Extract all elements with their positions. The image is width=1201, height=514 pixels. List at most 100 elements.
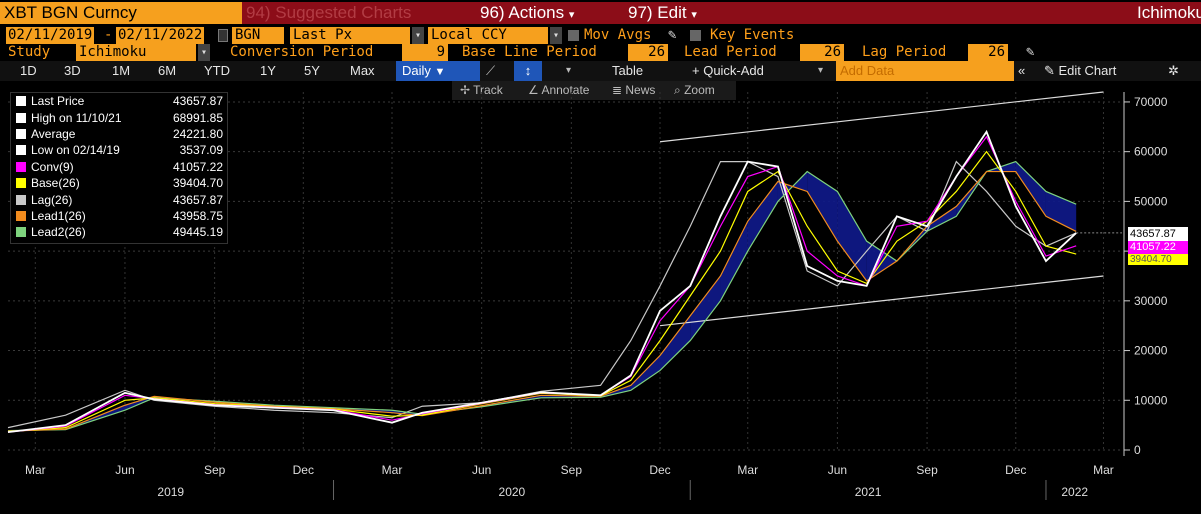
series-line-lead2-26 — [7, 160, 1077, 432]
channel-lower-line — [659, 275, 1104, 327]
study-dropdown[interactable]: Ichimoku — [76, 44, 196, 61]
chevron-down-icon[interactable]: ▾ — [198, 44, 210, 61]
ichimoku-cloud — [720, 221, 748, 301]
legend-item[interactable]: Low on 02/14/19 3537.09 — [11, 142, 227, 158]
range-max[interactable]: Max — [350, 63, 375, 78]
legend-value: 49445.19 — [172, 225, 223, 240]
range-5y[interactable]: 5Y — [304, 63, 320, 78]
price-field-dropdown[interactable]: Last Px — [290, 27, 410, 44]
x-tick-label: Dec — [1005, 463, 1026, 477]
bar-style-icon[interactable]: ↕ — [514, 61, 542, 81]
gear-icon[interactable]: ✲ — [1168, 63, 1179, 78]
channel-upper-line — [659, 91, 1104, 143]
zoom-tool[interactable]: ⌕ Zoom — [674, 83, 715, 98]
conv-tag: 41057.22 — [1128, 241, 1188, 254]
conversion-period-field[interactable]: 9 — [402, 44, 448, 61]
currency-dropdown[interactable]: Local CCY — [428, 27, 548, 44]
range-1d[interactable]: 1D — [20, 63, 37, 78]
base-line-period-field[interactable]: 26 — [628, 44, 668, 61]
frequency-dropdown[interactable]: Daily ▼ — [396, 61, 480, 81]
legend-swatch — [16, 227, 26, 238]
legend-label: Base(26) — [31, 176, 80, 191]
legend-item[interactable]: Base(26) 39404.70 — [11, 175, 227, 191]
x-tick-label: Sep — [204, 463, 226, 477]
ichimoku-cloud — [927, 206, 957, 232]
pencil-icon[interactable]: ✎ — [1026, 44, 1035, 60]
pencil-icon: ✎ — [1044, 63, 1059, 78]
series-line-base-26 — [7, 150, 1077, 433]
y-tick-label: 50000 — [1134, 194, 1168, 208]
x-tick-label: Dec — [293, 463, 314, 477]
legend-value: 39404.70 — [172, 176, 223, 191]
legend-label: High on 11/10/21 — [31, 110, 122, 125]
legend-swatch — [16, 145, 26, 156]
y-tick-label: 10000 — [1134, 393, 1168, 407]
ichimoku-cloud — [1015, 161, 1046, 217]
legend-swatch — [16, 210, 26, 221]
pencil-icon[interactable]: ✎ — [668, 27, 677, 43]
range-ytd[interactable]: YTD — [204, 63, 230, 78]
legend-item[interactable]: Lead1(26) 43958.75 — [11, 208, 227, 224]
legend-label: Last Price — [31, 94, 85, 109]
news-tool[interactable]: ≣ News — [612, 83, 655, 97]
range-1y[interactable]: 1Y — [260, 63, 276, 78]
year-label: 2022 — [1061, 485, 1088, 499]
legend-item[interactable]: Average 24221.80 — [11, 126, 227, 142]
edit-chart-button[interactable]: ✎ Edit Chart — [1044, 61, 1116, 81]
legend-item[interactable]: High on 11/10/21 68991.85 — [11, 109, 227, 125]
chevron-down-icon: ▾ — [568, 9, 575, 21]
year-label: 2021 — [855, 485, 882, 499]
line-chart-icon[interactable]: ⟋ — [486, 63, 496, 78]
key-events-checkbox[interactable] — [690, 30, 701, 41]
top-bar: XBT BGN Curncy 94) Suggested Charts 96) … — [0, 0, 1201, 26]
legend-item[interactable]: Lag(26) 43657.87 — [11, 191, 227, 207]
study-title: Ichimoku — [736, 2, 1201, 24]
collapse-icon[interactable]: « — [1018, 63, 1026, 78]
chevron-down-icon[interactable]: ▾ — [566, 65, 572, 76]
ticker-field[interactable]: XBT BGN Curncy — [0, 2, 242, 24]
range-1m[interactable]: 1M — [112, 63, 131, 78]
chevron-down-icon[interactable]: ▾ — [550, 27, 562, 44]
base-tag: 39404.70 — [1128, 254, 1188, 265]
chevron-down-icon[interactable]: ▾ — [412, 27, 424, 44]
study-label: Study — [8, 44, 51, 60]
legend-swatch — [16, 112, 26, 123]
date-from-field[interactable]: 02/11/2019 — [6, 27, 95, 44]
legend-item[interactable]: Last Price 43657.87 — [11, 93, 227, 109]
range-3d[interactable]: 3D — [64, 63, 81, 78]
edit-menu[interactable]: 97) Edit ▾ — [624, 2, 736, 24]
calendar-icon[interactable] — [218, 29, 228, 42]
mov-avgs-checkbox[interactable] — [568, 30, 579, 41]
table-button[interactable]: Table — [612, 63, 644, 78]
x-tick-label: Sep — [916, 463, 938, 477]
actions-menu[interactable]: 96) Actions ▾ — [476, 2, 624, 24]
date-to-field[interactable]: 02/11/2022 — [116, 27, 205, 44]
track-label: Track — [473, 83, 503, 97]
add-data-input[interactable]: Add Data — [836, 61, 1014, 81]
x-tick-label: Mar — [25, 463, 46, 477]
annotate-tool[interactable]: ∠ Annotate — [528, 83, 589, 97]
legend-value: 41057.22 — [172, 159, 223, 174]
ichimoku-cloud — [747, 181, 778, 252]
track-tool[interactable]: ✢ Track — [460, 83, 503, 97]
range-6m[interactable]: 6M — [158, 63, 177, 78]
x-tick-label: Dec — [649, 463, 670, 477]
quick-add-button[interactable]: + Quick-Add — [692, 63, 764, 78]
legend-value: 43657.87 — [172, 94, 223, 109]
series-line-last-price — [7, 129, 1077, 433]
lag-period-label: Lag Period — [862, 44, 947, 60]
chevron-down-icon: ▾ — [691, 9, 697, 21]
date-separator: - — [104, 27, 113, 43]
lead-period-field[interactable]: 26 — [800, 44, 844, 61]
legend-item[interactable]: Lead2(26) 49445.19 — [11, 224, 227, 240]
lag-period-field[interactable]: 26 — [968, 44, 1008, 61]
legend-item[interactable]: Conv(9) 41057.22 — [11, 159, 227, 175]
chevron-down-icon[interactable]: ▾ — [818, 65, 824, 76]
suggested-charts-button[interactable]: 94) Suggested Charts — [242, 2, 476, 24]
ichimoku-cloud — [630, 355, 661, 391]
source-field[interactable]: BGN — [232, 27, 284, 44]
caret-down-icon: ▼ — [434, 66, 446, 78]
settings-row-2: Study Ichimoku ▾ Conversion Period 9 Bas… — [0, 44, 1201, 61]
legend-value: 24221.80 — [172, 126, 223, 141]
ichimoku-cloud — [837, 191, 867, 281]
